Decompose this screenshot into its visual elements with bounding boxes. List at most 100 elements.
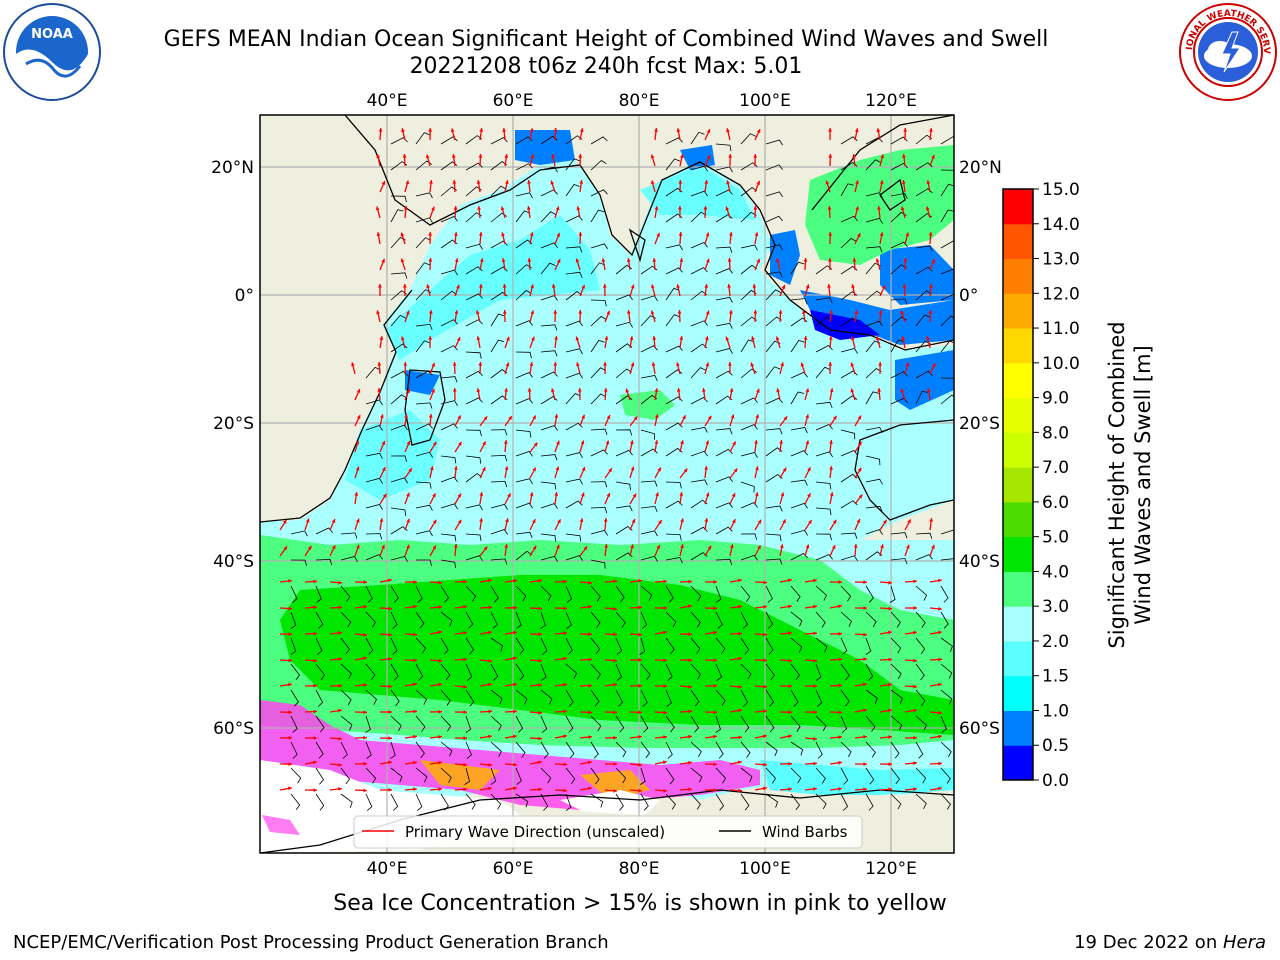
wind-barb <box>465 370 483 379</box>
wind-barb <box>715 741 724 759</box>
wave-arrow-head <box>288 579 292 583</box>
wind-barb <box>840 767 849 785</box>
wind-barb <box>390 663 399 681</box>
wave-arrow-head <box>504 388 508 392</box>
wind-barb <box>915 611 926 628</box>
wave-arrow-head <box>355 466 360 471</box>
wave-arrow-head <box>938 657 942 662</box>
wave-arrow-head <box>413 760 417 765</box>
wind-barb <box>490 266 508 275</box>
wind-barb <box>390 195 407 203</box>
wind-barb <box>640 793 649 811</box>
wind-barb <box>865 741 876 758</box>
wave-arrow-head <box>627 310 631 314</box>
wave-arrow-head <box>488 682 492 687</box>
wave-arrow-head <box>532 467 536 472</box>
wave-arrow-head <box>755 466 759 471</box>
wind-barb <box>315 741 324 759</box>
wind-barb <box>740 162 758 171</box>
wave-arrow-head <box>763 684 767 689</box>
wave-arrow-head <box>601 258 606 262</box>
wind-barb <box>715 268 733 275</box>
wave-arrow-head <box>738 578 742 583</box>
wind-barb <box>915 741 924 759</box>
wave-arrow-head <box>807 493 811 498</box>
wave-arrow-head <box>403 362 408 366</box>
wave-arrow-head <box>638 762 642 767</box>
wave-arrow-head <box>900 388 905 393</box>
wave-arrow-head <box>838 683 842 688</box>
wave-arrow-head <box>863 708 867 713</box>
wind-barb <box>515 741 526 758</box>
wave-arrow-head <box>463 762 467 767</box>
wave-arrow-head <box>852 154 856 158</box>
wind-barb <box>515 210 531 223</box>
wind-barb <box>790 585 801 602</box>
colorbar-title-line1: Significant Height of Combined <box>1105 321 1129 648</box>
wind-barb <box>365 554 383 561</box>
wave-arrow-head <box>579 180 584 184</box>
wave-arrow-head <box>388 760 392 765</box>
wave-arrow-head <box>505 518 509 523</box>
wave-arrow-head <box>813 604 817 609</box>
wave-arrow-head <box>313 579 317 584</box>
colorbar-segment <box>1003 606 1033 642</box>
wind-barb <box>565 793 572 811</box>
wave-arrow-head <box>663 710 667 715</box>
wind-barb <box>465 293 483 301</box>
wind-barb <box>690 426 708 433</box>
wind-barb <box>465 585 477 602</box>
wind-barb <box>540 371 558 379</box>
wave-arrow-head <box>651 362 656 366</box>
wind-barb <box>865 793 874 811</box>
wave-arrow-head <box>738 684 742 689</box>
wave-arrow-head <box>651 284 655 289</box>
wind-barb <box>790 741 804 756</box>
wind-barb <box>440 611 453 627</box>
wind-barb <box>765 585 773 603</box>
wind-barb <box>440 345 458 353</box>
wind-barb <box>690 190 708 197</box>
wave-arrow-head <box>363 580 367 584</box>
wind-barb <box>790 298 808 305</box>
lat-tick-left: 40°S <box>213 552 254 572</box>
colorbar-title: Significant Height of Combined Wind Wave… <box>1105 321 1155 648</box>
wave-arrow-head <box>779 440 783 444</box>
wave-arrow-head <box>456 284 460 289</box>
wave-arrow-head <box>538 606 542 611</box>
wave-arrow-head <box>638 605 642 610</box>
wind-barb <box>715 476 733 483</box>
wave-arrow-head <box>855 180 859 185</box>
wind-barb <box>665 663 673 681</box>
wind-barb <box>715 296 733 303</box>
wave-arrow-head <box>732 441 736 446</box>
wind-barb <box>840 585 852 602</box>
wind-barb <box>565 184 580 197</box>
wave-arrow-head <box>400 232 405 237</box>
colorbar-tick-label: 0.5 <box>1042 736 1069 756</box>
wind-barb <box>490 240 508 249</box>
wind-barb <box>865 478 883 485</box>
wind-barb <box>940 793 952 810</box>
wind-barb <box>940 136 954 145</box>
wave-arrow-head <box>938 606 942 611</box>
wind-barb <box>590 689 600 707</box>
wave-arrow-head <box>502 284 507 288</box>
lon-tick-bottom: 100°E <box>739 859 791 879</box>
wind-barb <box>315 637 323 655</box>
wave-arrow-head <box>377 388 382 392</box>
wave-arrow-head <box>763 632 767 637</box>
wave-arrow-head <box>813 787 817 791</box>
wind-barb <box>490 715 502 731</box>
wave-arrow-head <box>554 336 558 340</box>
wave-arrow-head <box>438 735 442 739</box>
wave-arrow-head <box>704 336 709 341</box>
wind-barb <box>340 663 352 679</box>
wind-barb <box>590 243 608 250</box>
wind-barb <box>840 637 848 655</box>
wind-barb <box>415 323 433 331</box>
wind-barb <box>315 689 324 707</box>
wind-barb <box>440 290 457 301</box>
wind-barb <box>365 533 383 540</box>
wave-arrow-head <box>463 631 467 635</box>
